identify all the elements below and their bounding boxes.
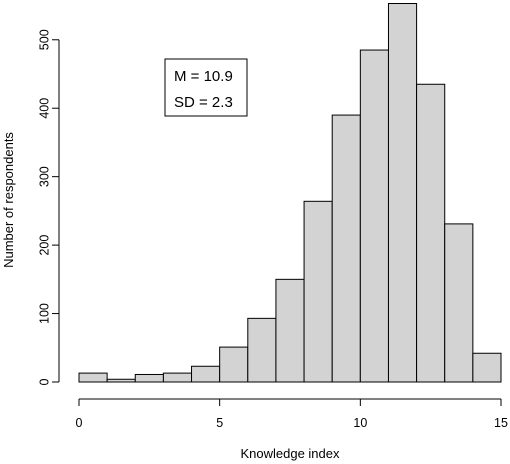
histogram-bar	[303, 200, 333, 383]
histogram-bar	[219, 346, 249, 383]
x-tick-label: 0	[76, 416, 83, 430]
histogram-bar	[106, 378, 136, 383]
x-tick-label: 10	[353, 416, 367, 430]
stats-annotation-box	[164, 58, 248, 117]
y-tick-label: 0	[37, 378, 51, 385]
x-axis: 0 5 10 15	[76, 398, 508, 430]
histogram-bar	[387, 3, 418, 383]
y-tick-label: 300	[37, 166, 51, 187]
y-tick-label: 400	[37, 98, 51, 119]
y-tick-label: 500	[37, 29, 51, 50]
y-tick-label: 200	[37, 235, 51, 256]
y-axis-title: Number of respondents	[1, 132, 16, 268]
histogram-bar	[472, 352, 502, 383]
histogram-bar	[416, 83, 446, 383]
stats-mean-label: M = 10.9	[174, 68, 233, 85]
histogram-bar	[359, 49, 389, 383]
x-tick-label: 5	[216, 416, 223, 430]
histogram-bar	[191, 365, 221, 383]
histogram-bar	[162, 372, 193, 383]
histogram-bar	[275, 278, 305, 383]
stats-annotation: M = 10.9 SD = 2.3	[164, 58, 248, 117]
stats-sd-label: SD = 2.3	[174, 94, 233, 111]
histogram-bar	[444, 223, 474, 383]
x-axis-title: Knowledge index	[240, 446, 340, 461]
y-tick-label: 100	[37, 303, 51, 324]
y-axis: 0 100 200 300 400 500	[37, 29, 60, 385]
histogram-bar	[247, 317, 277, 383]
histogram-bar	[331, 114, 361, 383]
histogram-bar	[134, 373, 164, 383]
bars-group	[78, 3, 502, 383]
x-tick-label: 15	[494, 416, 508, 430]
histogram-bar	[78, 372, 108, 383]
